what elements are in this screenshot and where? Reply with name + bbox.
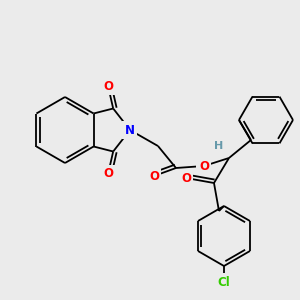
Text: O: O — [103, 80, 113, 93]
Text: H: H — [214, 141, 224, 151]
Text: O: O — [149, 169, 159, 182]
Text: O: O — [199, 160, 209, 172]
Text: Cl: Cl — [218, 275, 230, 289]
Text: N: N — [125, 124, 135, 136]
Text: O: O — [103, 167, 113, 180]
Text: O: O — [181, 172, 191, 184]
